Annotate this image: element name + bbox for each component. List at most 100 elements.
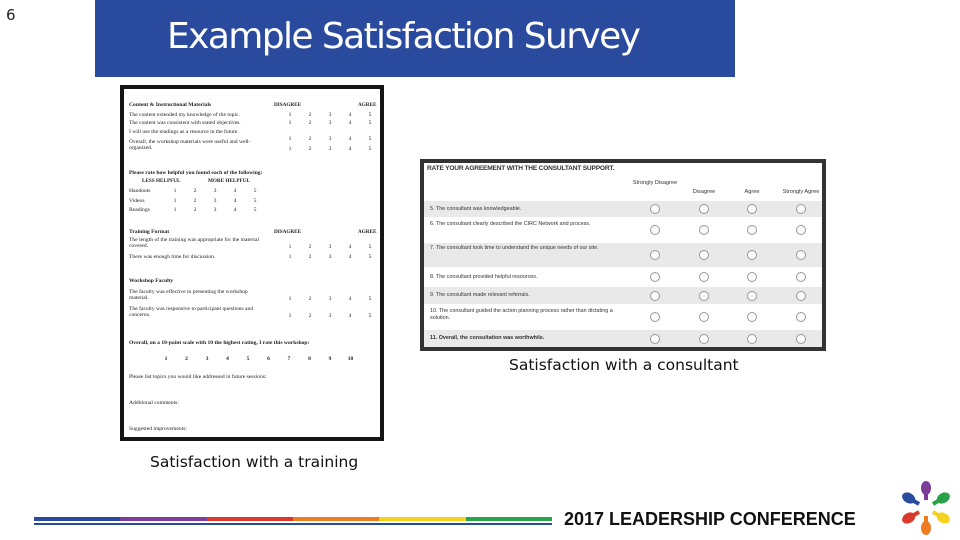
rating-number: 2 (193, 198, 197, 204)
rating-radio (796, 312, 806, 322)
rating-radio (747, 225, 757, 235)
rating-number: 2 (308, 254, 312, 260)
content-section-title: Content & Instructional Materials (129, 102, 212, 108)
footer-stripe-segment (206, 517, 294, 521)
format-disagree-header: DISAGREE (274, 229, 302, 235)
survey-item-text: Videos (129, 198, 145, 204)
survey-item-text: Readings (129, 207, 150, 213)
more-helpful-header: MORE HELPFUL (208, 178, 250, 184)
rating-number: 1 (288, 136, 292, 142)
survey-item-text: There was enough time for discussion. (129, 254, 216, 260)
rating-number: 1 (288, 244, 292, 250)
consultant-row: 8. The consultant provided helpful resou… (424, 269, 822, 285)
less-helpful-header: LESS HELPFUL (142, 178, 181, 184)
rating-radio (699, 312, 709, 322)
rating-number: 2 (308, 244, 312, 250)
footer-stripe-segment (34, 517, 121, 521)
rating-radio (699, 225, 709, 235)
format-section-title: Training Format (129, 229, 170, 235)
open-question-improvements: Suggested improvements: (129, 426, 187, 432)
rating-radio (699, 204, 709, 214)
hand-shape (902, 492, 921, 506)
rating-number: 3 (328, 136, 332, 142)
rating-radio (796, 225, 806, 235)
overall-rating-number: 3 (205, 356, 209, 362)
consultant-statement: 10. The consultant guided the action pla… (430, 308, 613, 322)
consultant-statement: 7. The consultant took time to understan… (430, 245, 599, 251)
consultant-statement: 11. Overall, the consultation was worthw… (430, 335, 545, 341)
rating-number: 5 (368, 254, 372, 260)
consultant-column-header: Strongly Disagree (632, 180, 678, 186)
rating-radio (699, 333, 709, 344)
rating-number: 5 (368, 296, 372, 302)
survey-item-text: The length of the training was appropria… (129, 237, 260, 249)
footer-stripe-segment (120, 517, 208, 521)
rating-radio (747, 250, 757, 260)
faculty-section-title: Workshop Faculty (129, 278, 174, 284)
survey-item-text: The faculty was responsive to participan… (129, 306, 254, 318)
overall-rating-number: 7 (287, 356, 291, 362)
conference-hands-logo (902, 481, 950, 535)
footer-stripe-lower (34, 523, 552, 525)
rating-number: 4 (233, 198, 237, 204)
overall-rating-number: 9 (328, 356, 332, 362)
rating-number: 4 (348, 112, 352, 118)
consultant-survey-form: RATE YOUR AGREEMENT WITH THE CONSULTANT … (420, 159, 826, 351)
rating-number: 5 (368, 146, 372, 152)
rating-radio (796, 272, 806, 282)
rating-number: 1 (288, 296, 292, 302)
rating-radio (699, 290, 709, 301)
survey-item-text: The content extended my knowledge of the… (129, 112, 240, 118)
footer-stripe-segment (465, 517, 553, 521)
rating-number: 5 (368, 112, 372, 118)
rating-number: 2 (308, 136, 312, 142)
training-caption: Satisfaction with a training (150, 453, 359, 471)
rating-number: 2 (308, 146, 312, 152)
rating-number: 3 (328, 296, 332, 302)
conference-name: 2017 LEADERSHIP CONFERENCE (564, 509, 856, 529)
hand-shape (902, 510, 921, 524)
consultant-column-header: Strongly Agree (782, 189, 820, 195)
rating-number: 2 (193, 188, 197, 194)
overall-rating-number: 2 (185, 356, 188, 362)
rating-radio (747, 204, 757, 214)
survey-item-text: The faculty was effective in presenting … (129, 289, 248, 301)
rating-number: 1 (288, 254, 292, 260)
rating-radio (650, 333, 660, 344)
rating-number: 3 (213, 198, 217, 204)
consultant-row: 9. The consultant made relevant referral… (424, 287, 822, 304)
rating-number: 2 (308, 313, 312, 319)
rating-radio (650, 272, 660, 282)
rating-radio (796, 204, 806, 214)
footer-stripe-segment (293, 517, 380, 521)
rating-number: 5 (368, 244, 372, 250)
rating-radio (699, 250, 709, 260)
rating-number: 5 (253, 188, 257, 194)
rating-number: 5 (368, 136, 372, 142)
consultant-row: 7. The consultant took time to understan… (424, 243, 822, 267)
rating-radio (650, 312, 660, 322)
rating-radio (650, 225, 660, 235)
rating-number: 3 (328, 120, 332, 126)
footer-stripe-segment (379, 517, 467, 521)
consultant-survey-heading: RATE YOUR AGREEMENT WITH THE CONSULTANT … (427, 165, 615, 172)
rating-number: 2 (193, 207, 197, 213)
rating-number: 1 (288, 313, 292, 319)
rating-number: 5 (368, 313, 372, 319)
rating-number: 1 (173, 207, 177, 213)
overall-rating-number: 1 (164, 356, 168, 362)
slide-number: 6 (6, 6, 16, 24)
rating-number: 4 (348, 254, 352, 260)
rating-radio (747, 333, 757, 344)
rating-number: 5 (368, 120, 372, 126)
rating-number: 1 (288, 146, 292, 152)
open-question-topics: Please list topics you would like addres… (129, 374, 267, 380)
overall-rating-number: 5 (246, 356, 250, 362)
rating-number: 1 (173, 188, 177, 194)
hand-shape (931, 510, 950, 524)
survey-item-text: Overall, the workshop materials were use… (129, 139, 251, 151)
rating-number: 3 (328, 146, 332, 152)
rating-number: 4 (233, 207, 237, 213)
overall-rating-text: Overall, on a 10-point scale with 10 the… (129, 340, 310, 346)
overall-rating-number: 4 (226, 356, 229, 362)
